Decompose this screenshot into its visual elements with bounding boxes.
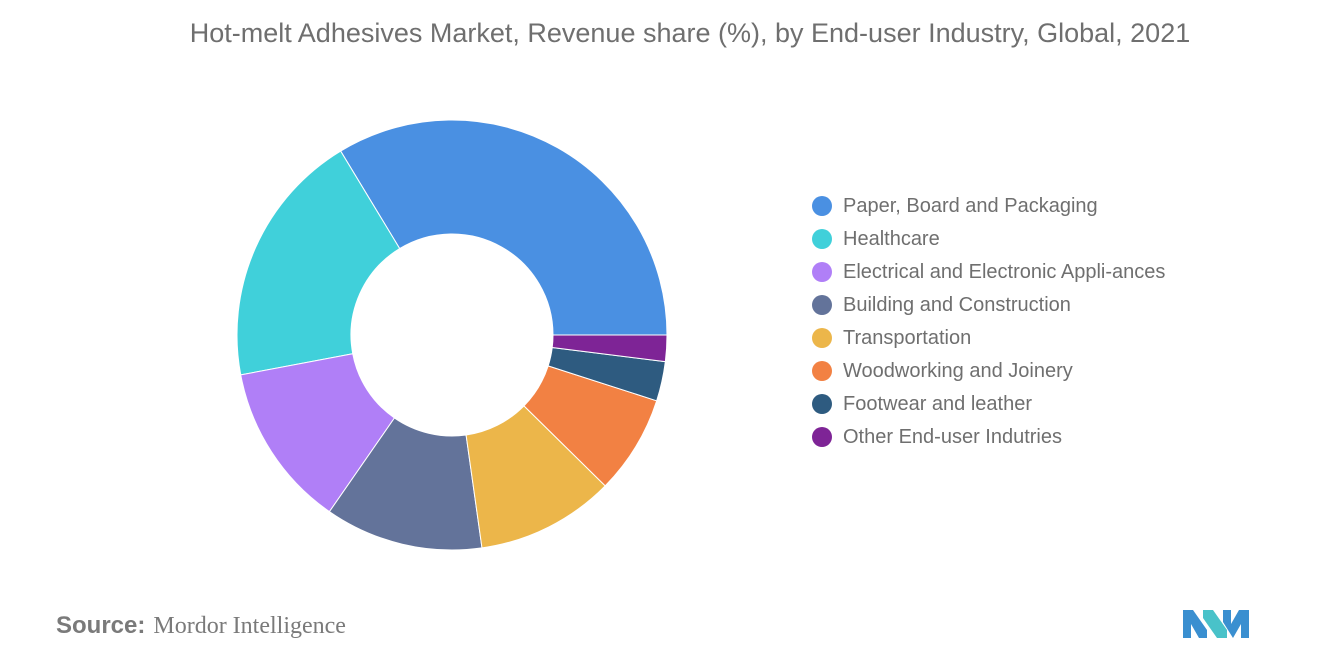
legend-item: Paper, Board and Packaging bbox=[812, 192, 1172, 220]
legend-item: Transportation bbox=[812, 324, 1172, 352]
legend-label: Woodworking and Joinery bbox=[843, 360, 1073, 382]
legend-swatch bbox=[812, 328, 832, 348]
chart-legend: Paper, Board and Packaging Healthcare Elec… bbox=[812, 192, 1172, 456]
legend-item: Electrical and Electronic Appli-ances bbox=[812, 258, 1172, 286]
source-note: Source: Mordor Intelligence bbox=[56, 612, 346, 640]
legend-swatch bbox=[812, 361, 832, 381]
mordor-intelligence-logo bbox=[1183, 610, 1249, 638]
donut-slice-1 bbox=[339, 119, 668, 336]
legend-swatch bbox=[812, 394, 832, 414]
legend-swatch bbox=[812, 262, 832, 282]
legend-label: Building and Construction bbox=[843, 294, 1071, 316]
legend-item: Woodworking and Joinery bbox=[812, 357, 1172, 385]
legend-swatch bbox=[812, 196, 832, 216]
source-label: Source: bbox=[56, 612, 146, 639]
legend-label: Transportation bbox=[843, 327, 972, 349]
legend-swatch bbox=[812, 229, 832, 249]
legend-item: Building and Construction bbox=[812, 291, 1172, 319]
legend-label: Paper, Board and Packaging bbox=[843, 195, 1098, 217]
legend-swatch bbox=[812, 295, 832, 315]
legend-label: Other End-user Indutries bbox=[843, 426, 1062, 448]
chart-title: Hot-melt Adhesives Market, Revenue share… bbox=[189, 18, 1191, 48]
legend-swatch bbox=[812, 427, 832, 447]
legend-item: Healthcare bbox=[812, 225, 1172, 253]
legend-label: Footwear and leather bbox=[843, 393, 1033, 415]
donut-slice-2 bbox=[236, 150, 401, 376]
legend-item: Footwear and leather bbox=[812, 390, 1172, 418]
legend-label: Electrical and Electronic Appli-ances bbox=[843, 261, 1166, 283]
donut-slice-8 bbox=[551, 334, 668, 363]
legend-label: Healthcare bbox=[843, 228, 940, 250]
source-value: Mordor Intelligence bbox=[153, 613, 346, 639]
legend-item: Other End-user Indutries bbox=[812, 423, 1172, 451]
